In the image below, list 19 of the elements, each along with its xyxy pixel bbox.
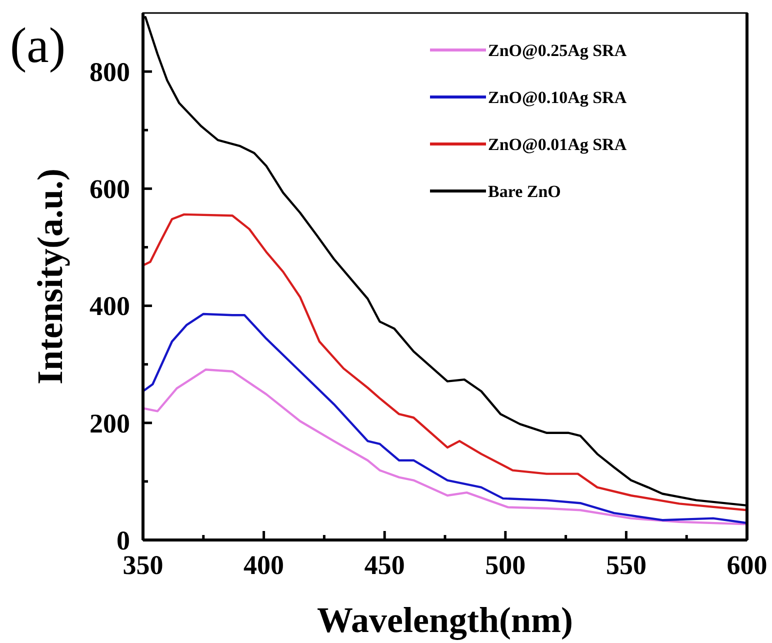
x-tick-label: 400: [244, 550, 284, 580]
y-tick-label: 400: [90, 291, 130, 322]
x-tick-label: 550: [606, 550, 646, 580]
x-axis-title: Wavelength(nm): [317, 600, 573, 640]
y-tick-label: 800: [90, 57, 130, 88]
x-tick-label: 450: [364, 550, 405, 580]
line-series: [143, 368, 747, 526]
y-tick-label: 600: [90, 174, 130, 204]
line-series: [143, 213, 747, 512]
text: (a): [10, 17, 66, 73]
line-series: [143, 312, 747, 524]
y-tick-label: 200: [90, 408, 130, 438]
legend-label: ZnO@0.25Ag SRA: [488, 40, 628, 60]
x-tick-label: 600: [726, 550, 768, 580]
y-axis-title: Intensity(a.u.): [30, 168, 70, 385]
x-tick-label: 500: [485, 550, 526, 580]
legend-label: ZnO@0.10Ag SRA: [488, 88, 628, 107]
legend-label: Bare ZnO: [488, 182, 561, 201]
legend-label: ZnO@0.01Ag SRA: [488, 134, 628, 154]
